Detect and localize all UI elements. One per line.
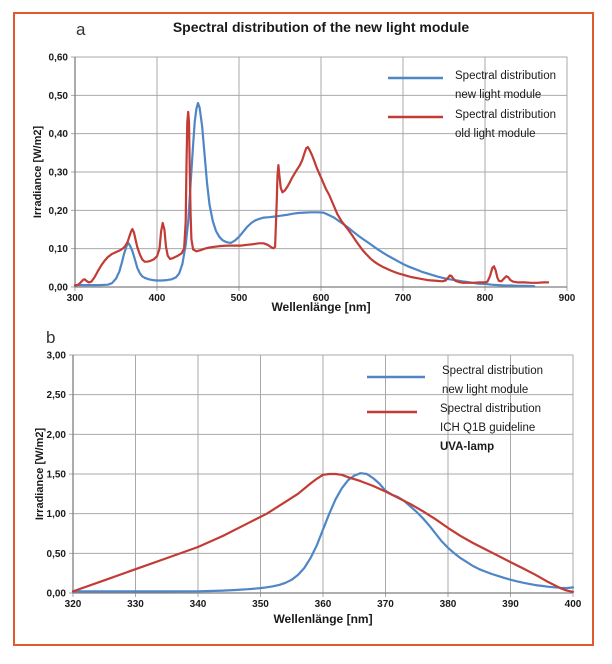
x-tick-label: 800 xyxy=(477,293,494,304)
y-tick-label: 0,50 xyxy=(47,549,67,560)
chart-b-legend-entry-new: Spectral distribution new light module xyxy=(442,362,543,400)
chart-b-y-axis-title: Irradiance [W/m2] xyxy=(34,427,46,521)
x-tick-label: 340 xyxy=(190,599,207,610)
figure-border xyxy=(13,12,594,646)
y-tick-label: 0,00 xyxy=(47,589,67,600)
y-tick-label: 1,50 xyxy=(47,470,67,481)
y-tick-label: 0,40 xyxy=(49,129,69,140)
x-tick-label: 360 xyxy=(315,599,332,610)
y-tick-label: 3,00 xyxy=(47,351,67,362)
chart-b-legend-entry-ich: Spectral distribution ICH Q1B guideline … xyxy=(440,400,541,457)
x-tick-label: 400 xyxy=(149,293,166,304)
x-tick-label: 900 xyxy=(559,293,576,304)
y-tick-label: 1,00 xyxy=(47,509,67,520)
y-tick-label: 0,10 xyxy=(49,244,69,255)
chart-a-series-blue-line xyxy=(73,101,536,288)
x-tick-label: 400 xyxy=(565,599,582,610)
y-tick-label: 0,30 xyxy=(49,168,69,179)
x-tick-label: 330 xyxy=(127,599,144,610)
x-tick-label: 390 xyxy=(502,599,519,610)
chart-a-legend-entry-old: Spectral distribution old light module xyxy=(455,106,556,144)
legend-label-line: old light module xyxy=(455,128,536,140)
chart-b-axes xyxy=(72,355,573,594)
chart-b-x-axis-title: Wellenlänge [nm] xyxy=(273,612,373,626)
x-tick-label: 320 xyxy=(65,599,82,610)
legend-label-line: ICH Q1B guideline xyxy=(440,422,536,434)
chart-a-series-red-line xyxy=(73,110,550,287)
x-tick-label: 500 xyxy=(231,293,248,304)
x-tick-label: 300 xyxy=(67,293,84,304)
chart-a-legend-entry-new: Spectral distribution new light module xyxy=(455,67,556,105)
panel-a-label: a xyxy=(76,20,86,39)
chart-b-tick-labels: 320 330 340 350 360 370 380 390 400 0,00 0,50 1,00 1… xyxy=(47,351,582,611)
y-tick-label: 0,60 xyxy=(49,53,69,64)
y-tick-label: 0,50 xyxy=(49,91,69,102)
x-tick-label: 380 xyxy=(440,599,457,610)
y-tick-label: 2,00 xyxy=(47,430,67,441)
x-tick-label: 350 xyxy=(252,599,269,610)
legend-label-line-bold: UVA-lamp xyxy=(440,441,495,453)
x-tick-label: 600 xyxy=(313,293,330,304)
chart-a-y-axis-title: Irradiance [W/m2] xyxy=(32,125,44,219)
legend-label-line: Spectral distribution xyxy=(455,70,556,82)
chart-a-title: Spectral distribution of the new light m… xyxy=(172,19,470,35)
y-tick-label: 0,00 xyxy=(49,283,69,294)
chart-b-series-red-line xyxy=(71,472,575,593)
y-tick-label: 2,50 xyxy=(47,390,67,401)
legend-label-line: new light module xyxy=(455,89,542,101)
x-tick-label: 700 xyxy=(395,293,412,304)
legend-label-line: Spectral distribution xyxy=(442,365,543,377)
legend-label-line: new light module xyxy=(442,384,529,396)
y-tick-label: 0,20 xyxy=(49,206,69,217)
legend-label-line: Spectral distribution xyxy=(455,109,556,121)
x-tick-label: 370 xyxy=(377,599,394,610)
chart-a-axes xyxy=(74,57,567,288)
chart-a-x-axis-title: Wellenlänge [nm] xyxy=(271,300,371,314)
chart-a-tick-labels: 300 400 500 600 700 800 900 0,00 0,10 0,20 0,30 0,4… xyxy=(49,53,576,305)
legend-label-line: Spectral distribution xyxy=(440,403,541,415)
panel-b-label: b xyxy=(46,328,56,347)
